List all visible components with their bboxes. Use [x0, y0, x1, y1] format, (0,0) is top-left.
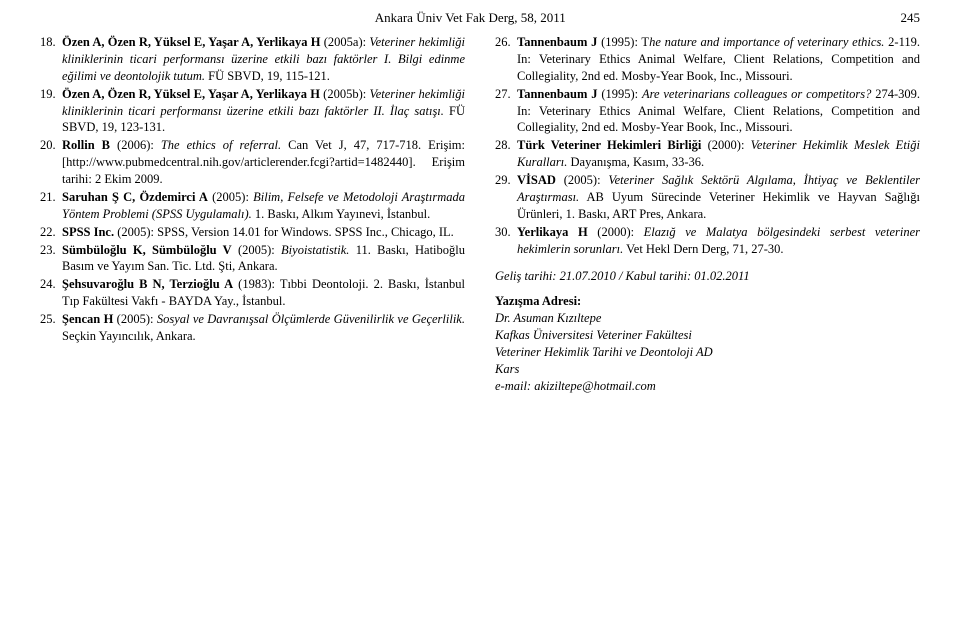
reference-body: Tannenbaum J (1995): The nature and impo… — [517, 34, 920, 85]
page: Ankara Üniv Vet Fak Derg, 58, 2011 245 1… — [0, 0, 960, 405]
reference-number: 28. — [495, 137, 517, 171]
reference-item: 28.Türk Veteriner Hekimleri Birliği (200… — [495, 137, 920, 171]
two-column-layout: 18.Özen A, Özen R, Yüksel E, Yaşar A, Ye… — [40, 34, 920, 395]
reference-tail: Seçkin Yayıncılık, Ankara. — [62, 329, 196, 343]
reference-body: Özen A, Özen R, Yüksel E, Yaşar A, Yerli… — [62, 34, 465, 85]
reference-title: Sosyal ve Davranışsal Ölçümlerde Güvenil… — [157, 312, 465, 326]
reference-authors: Özen A, Özen R, Yüksel E, Yaşar A, Yerli… — [62, 35, 320, 49]
reference-item: 21.Saruhan Ş C, Özdemirci A (2005): Bili… — [40, 189, 465, 223]
reference-body: Saruhan Ş C, Özdemirci A (2005): Bilim, … — [62, 189, 465, 223]
reference-year: (2005): — [114, 225, 157, 239]
reference-item: 18.Özen A, Özen R, Yüksel E, Yaşar A, Ye… — [40, 34, 465, 85]
right-column: 26.Tannenbaum J (1995): The nature and i… — [495, 34, 920, 395]
reference-tail: Dayanışma, Kasım, 33-36. — [567, 155, 704, 169]
reference-authors: SPSS Inc. — [62, 225, 114, 239]
reference-authors: Türk Veteriner Hekimleri Birliği — [517, 138, 701, 152]
reference-number: 29. — [495, 172, 517, 223]
reference-body: SPSS Inc. (2005): SPSS, Version 14.01 fo… — [62, 224, 465, 241]
reference-body: Özen A, Özen R, Yüksel E, Yaşar A, Yerli… — [62, 86, 465, 137]
reference-authors: Yerlikaya H — [517, 225, 588, 239]
reference-number: 24. — [40, 276, 62, 310]
reference-authors: Rollin B — [62, 138, 110, 152]
address-line: Dr. Asuman Kızıltepe — [495, 310, 920, 327]
reference-item: 24.Şehsuvaroğlu B N, Terzioğlu A (1983):… — [40, 276, 465, 310]
address-line: Kars — [495, 361, 920, 378]
address-line: Veteriner Hekimlik Tarihi ve Deontoloji … — [495, 344, 920, 361]
reference-year: (2005): — [113, 312, 157, 326]
header-page-number: 245 — [901, 10, 921, 26]
reference-tail: FÜ SBVD, 19, 115-121. — [205, 69, 330, 83]
reference-body: Şencan H (2005): Sosyal ve Davranışsal Ö… — [62, 311, 465, 345]
reference-body: Rollin B (2006): The ethics of referral.… — [62, 137, 465, 188]
reference-year: (2005): — [556, 173, 608, 187]
correspondence-address: Yazışma Adresi:Dr. Asuman KızıltepeKafka… — [495, 293, 920, 394]
reference-number: 19. — [40, 86, 62, 137]
reference-item: 23.Sümbüloğlu K, Sümbüloğlu V (2005): Bi… — [40, 242, 465, 276]
reference-year: (2005a): — [320, 35, 369, 49]
reference-item: 19.Özen A, Özen R, Yüksel E, Yaşar A, Ye… — [40, 86, 465, 137]
reference-number: 30. — [495, 224, 517, 258]
reference-body: Tannenbaum J (1995): Are veterinarians c… — [517, 86, 920, 137]
reference-title: The ethics of referral. — [161, 138, 281, 152]
reference-item: 27.Tannenbaum J (1995): Are veterinarian… — [495, 86, 920, 137]
reference-tail: 1. Baskı, Alkım Yayınevi, İstanbul. — [252, 207, 430, 221]
reference-item: 22.SPSS Inc. (2005): SPSS, Version 14.01… — [40, 224, 465, 241]
reference-year: (2005): — [208, 190, 253, 204]
reference-year: (2005b): — [320, 87, 370, 101]
reference-year: (2000): — [588, 225, 644, 239]
reference-number: 18. — [40, 34, 62, 85]
reference-number: 27. — [495, 86, 517, 137]
reference-year: (2000): — [701, 138, 750, 152]
reference-authors: Tannenbaum J — [517, 35, 597, 49]
address-heading: Yazışma Adresi: — [495, 293, 920, 310]
reference-authors: Tannenbaum J — [517, 87, 598, 101]
running-header: Ankara Üniv Vet Fak Derg, 58, 2011 245 — [40, 10, 920, 26]
reference-body: Sümbüloğlu K, Sümbüloğlu V (2005): Biyoi… — [62, 242, 465, 276]
reference-item: 26.Tannenbaum J (1995): The nature and i… — [495, 34, 920, 85]
reference-body: VİSAD (2005): Veteriner Sağlık Sektörü A… — [517, 172, 920, 223]
reference-number: 25. — [40, 311, 62, 345]
submission-dates: Geliş tarihi: 21.07.2010 / Kabul tarihi:… — [495, 268, 920, 285]
reference-number: 22. — [40, 224, 62, 241]
reference-item: 25.Şencan H (2005): Sosyal ve Davranışsa… — [40, 311, 465, 345]
header-title: Ankara Üniv Vet Fak Derg, 58, 2011 — [375, 10, 566, 25]
reference-body: Şehsuvaroğlu B N, Terzioğlu A (1983): Tı… — [62, 276, 465, 310]
left-column: 18.Özen A, Özen R, Yüksel E, Yaşar A, Ye… — [40, 34, 465, 395]
reference-year: (1995): — [598, 87, 642, 101]
reference-year: (1983): — [233, 277, 280, 291]
address-line: e-mail: akiziltepe@hotmail.com — [495, 378, 920, 395]
reference-number: 21. — [40, 189, 62, 223]
reference-title: Biyoistatistik. — [281, 243, 349, 257]
reference-number: 23. — [40, 242, 62, 276]
reference-item: 29.VİSAD (2005): Veteriner Sağlık Sektör… — [495, 172, 920, 223]
reference-authors: VİSAD — [517, 173, 556, 187]
reference-authors: Şehsuvaroğlu B N, Terzioğlu A — [62, 277, 233, 291]
reference-title: he nature and importance of veterinary e… — [649, 35, 884, 49]
reference-tail: SPSS, Version 14.01 for Windows. SPSS In… — [157, 225, 454, 239]
reference-number: 26. — [495, 34, 517, 85]
reference-item: 20.Rollin B (2006): The ethics of referr… — [40, 137, 465, 188]
reference-authors: Sümbüloğlu K, Sümbüloğlu V — [62, 243, 232, 257]
reference-year: (2006): — [110, 138, 161, 152]
reference-year: (1995): T — [597, 35, 649, 49]
reference-tail: Vet Hekl Dern Derg, 71, 27-30. — [623, 242, 783, 256]
reference-body: Yerlikaya H (2000): Elazığ ve Malatya bö… — [517, 224, 920, 258]
reference-item: 30.Yerlikaya H (2000): Elazığ ve Malatya… — [495, 224, 920, 258]
reference-title: Are veterinarians colleagues or competit… — [642, 87, 871, 101]
reference-year: (2005): — [232, 243, 281, 257]
reference-body: Türk Veteriner Hekimleri Birliği (2000):… — [517, 137, 920, 171]
reference-number: 20. — [40, 137, 62, 188]
reference-authors: Özen A, Özen R, Yüksel E, Yaşar A, Yerli… — [62, 87, 320, 101]
address-line: Kafkas Üniversitesi Veteriner Fakültesi — [495, 327, 920, 344]
reference-authors: Saruhan Ş C, Özdemirci A — [62, 190, 208, 204]
reference-authors: Şencan H — [62, 312, 113, 326]
